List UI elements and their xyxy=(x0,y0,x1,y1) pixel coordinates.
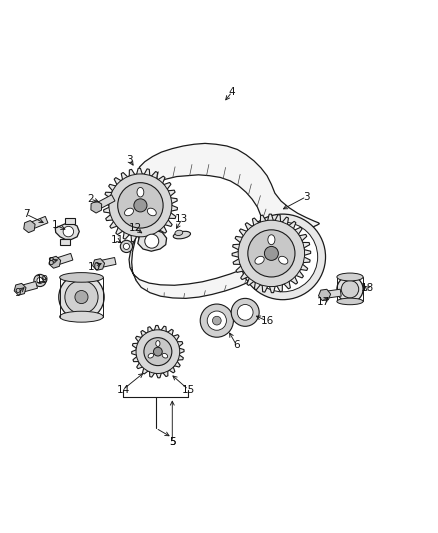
Text: 11: 11 xyxy=(111,235,124,245)
Circle shape xyxy=(124,244,130,249)
Polygon shape xyxy=(129,143,319,298)
Circle shape xyxy=(231,298,259,326)
Text: 3: 3 xyxy=(303,192,310,201)
Polygon shape xyxy=(91,201,102,213)
Text: 14: 14 xyxy=(117,385,130,394)
Text: 15: 15 xyxy=(182,385,195,394)
Text: 2: 2 xyxy=(87,194,93,204)
Text: 1: 1 xyxy=(52,220,59,230)
Text: 5: 5 xyxy=(169,437,176,447)
Circle shape xyxy=(144,338,172,366)
Circle shape xyxy=(240,214,325,300)
Circle shape xyxy=(65,280,98,313)
Polygon shape xyxy=(16,281,38,294)
Text: 3: 3 xyxy=(126,155,133,165)
Text: 17: 17 xyxy=(317,297,330,308)
Polygon shape xyxy=(92,259,105,270)
Circle shape xyxy=(237,304,253,320)
Circle shape xyxy=(207,311,226,330)
Circle shape xyxy=(341,280,359,298)
Text: 9: 9 xyxy=(15,288,21,298)
Polygon shape xyxy=(103,168,177,243)
Polygon shape xyxy=(318,289,331,301)
Polygon shape xyxy=(60,239,70,245)
Polygon shape xyxy=(14,284,26,295)
Circle shape xyxy=(212,316,221,325)
Text: 19: 19 xyxy=(35,276,49,286)
Circle shape xyxy=(75,290,88,304)
Circle shape xyxy=(37,277,43,284)
Ellipse shape xyxy=(255,256,264,264)
Polygon shape xyxy=(321,289,341,299)
Circle shape xyxy=(248,230,295,277)
Polygon shape xyxy=(138,230,166,251)
Circle shape xyxy=(265,246,279,261)
Polygon shape xyxy=(232,214,311,293)
Ellipse shape xyxy=(148,353,154,358)
Polygon shape xyxy=(132,326,184,378)
Text: 5: 5 xyxy=(169,437,176,447)
Text: 6: 6 xyxy=(233,340,240,350)
Polygon shape xyxy=(65,217,75,224)
Ellipse shape xyxy=(175,230,183,236)
Ellipse shape xyxy=(337,273,363,281)
Polygon shape xyxy=(51,253,73,266)
Ellipse shape xyxy=(137,188,144,197)
Polygon shape xyxy=(25,216,48,231)
Circle shape xyxy=(238,220,304,287)
Ellipse shape xyxy=(156,341,160,346)
Text: 18: 18 xyxy=(361,284,374,293)
Ellipse shape xyxy=(279,256,288,264)
Polygon shape xyxy=(92,195,115,212)
Text: 4: 4 xyxy=(229,87,235,97)
Text: 13: 13 xyxy=(175,214,188,224)
Ellipse shape xyxy=(162,353,168,358)
Ellipse shape xyxy=(147,208,156,216)
Circle shape xyxy=(145,234,159,248)
Circle shape xyxy=(136,330,180,374)
Ellipse shape xyxy=(60,311,103,322)
Ellipse shape xyxy=(337,298,363,305)
Polygon shape xyxy=(24,221,35,232)
Ellipse shape xyxy=(173,231,191,239)
Ellipse shape xyxy=(268,235,275,245)
Ellipse shape xyxy=(60,272,103,282)
Circle shape xyxy=(59,274,104,320)
Circle shape xyxy=(63,227,74,237)
Circle shape xyxy=(34,274,46,287)
Circle shape xyxy=(337,276,363,302)
Polygon shape xyxy=(49,256,60,268)
Polygon shape xyxy=(55,224,79,239)
Text: 12: 12 xyxy=(128,223,142,233)
Text: 7: 7 xyxy=(23,209,29,219)
Circle shape xyxy=(248,222,318,292)
Circle shape xyxy=(109,174,172,237)
Polygon shape xyxy=(95,257,116,269)
Text: 8: 8 xyxy=(48,257,54,267)
Circle shape xyxy=(118,183,163,228)
Ellipse shape xyxy=(124,208,134,216)
Text: 10: 10 xyxy=(88,262,101,271)
Text: 16: 16 xyxy=(261,316,274,326)
Circle shape xyxy=(153,348,162,356)
Circle shape xyxy=(120,240,133,253)
Circle shape xyxy=(134,199,147,212)
Circle shape xyxy=(200,304,233,337)
